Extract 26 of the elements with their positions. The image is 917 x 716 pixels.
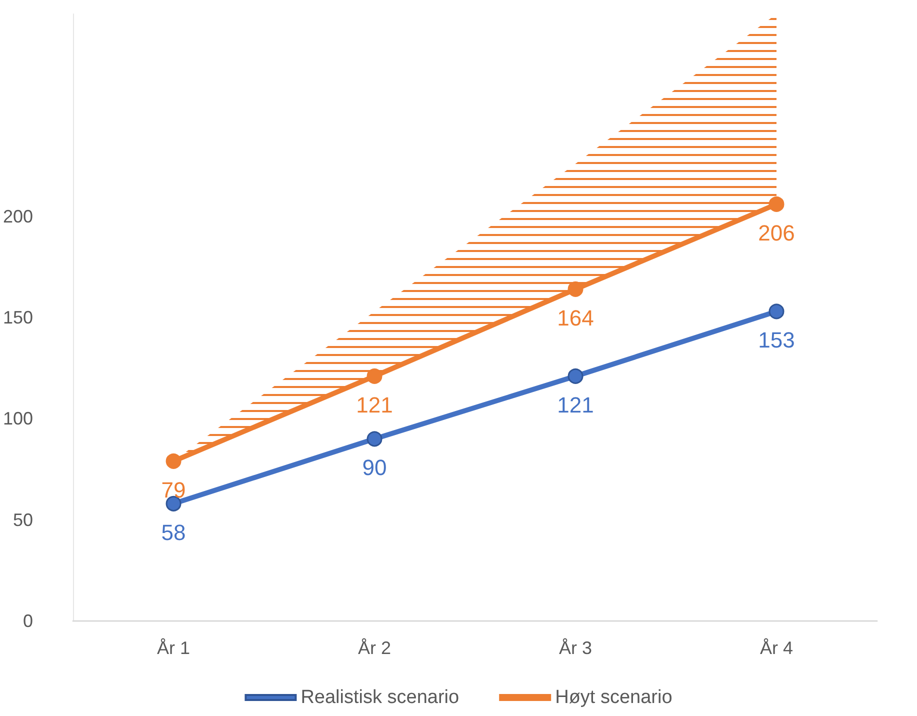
x-tick-label: År 2 xyxy=(358,638,392,658)
y-tick-label: 0 xyxy=(23,611,34,631)
data-label: 153 xyxy=(758,328,795,353)
data-label: 206 xyxy=(758,220,795,246)
point xyxy=(768,196,784,212)
data-label: 79 xyxy=(161,477,186,502)
point xyxy=(166,453,182,469)
point xyxy=(568,368,584,384)
x-tick-label: År 1 xyxy=(157,638,190,658)
x-tick-label: År 4 xyxy=(760,638,794,658)
y-tick-label: 150 xyxy=(2,308,34,328)
point xyxy=(366,368,382,384)
legend-label: Realistisk scenario xyxy=(300,687,460,708)
data-label: 121 xyxy=(356,392,393,418)
point xyxy=(768,304,784,320)
data-label: 90 xyxy=(362,455,387,480)
data-label: 121 xyxy=(557,392,594,418)
y-tick-label: 200 xyxy=(2,206,34,226)
data-label: 164 xyxy=(557,305,594,330)
data-label: 58 xyxy=(161,520,186,545)
x-tick-label: År 3 xyxy=(559,638,592,658)
y-tick-label: 50 xyxy=(13,510,34,530)
y-tick-label: 100 xyxy=(2,408,34,429)
legend-label: Høyt scenario xyxy=(555,687,672,708)
point xyxy=(568,281,584,297)
point xyxy=(366,431,382,447)
